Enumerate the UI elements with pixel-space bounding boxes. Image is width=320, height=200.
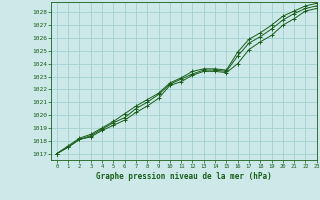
X-axis label: Graphe pression niveau de la mer (hPa): Graphe pression niveau de la mer (hPa)	[96, 172, 272, 181]
